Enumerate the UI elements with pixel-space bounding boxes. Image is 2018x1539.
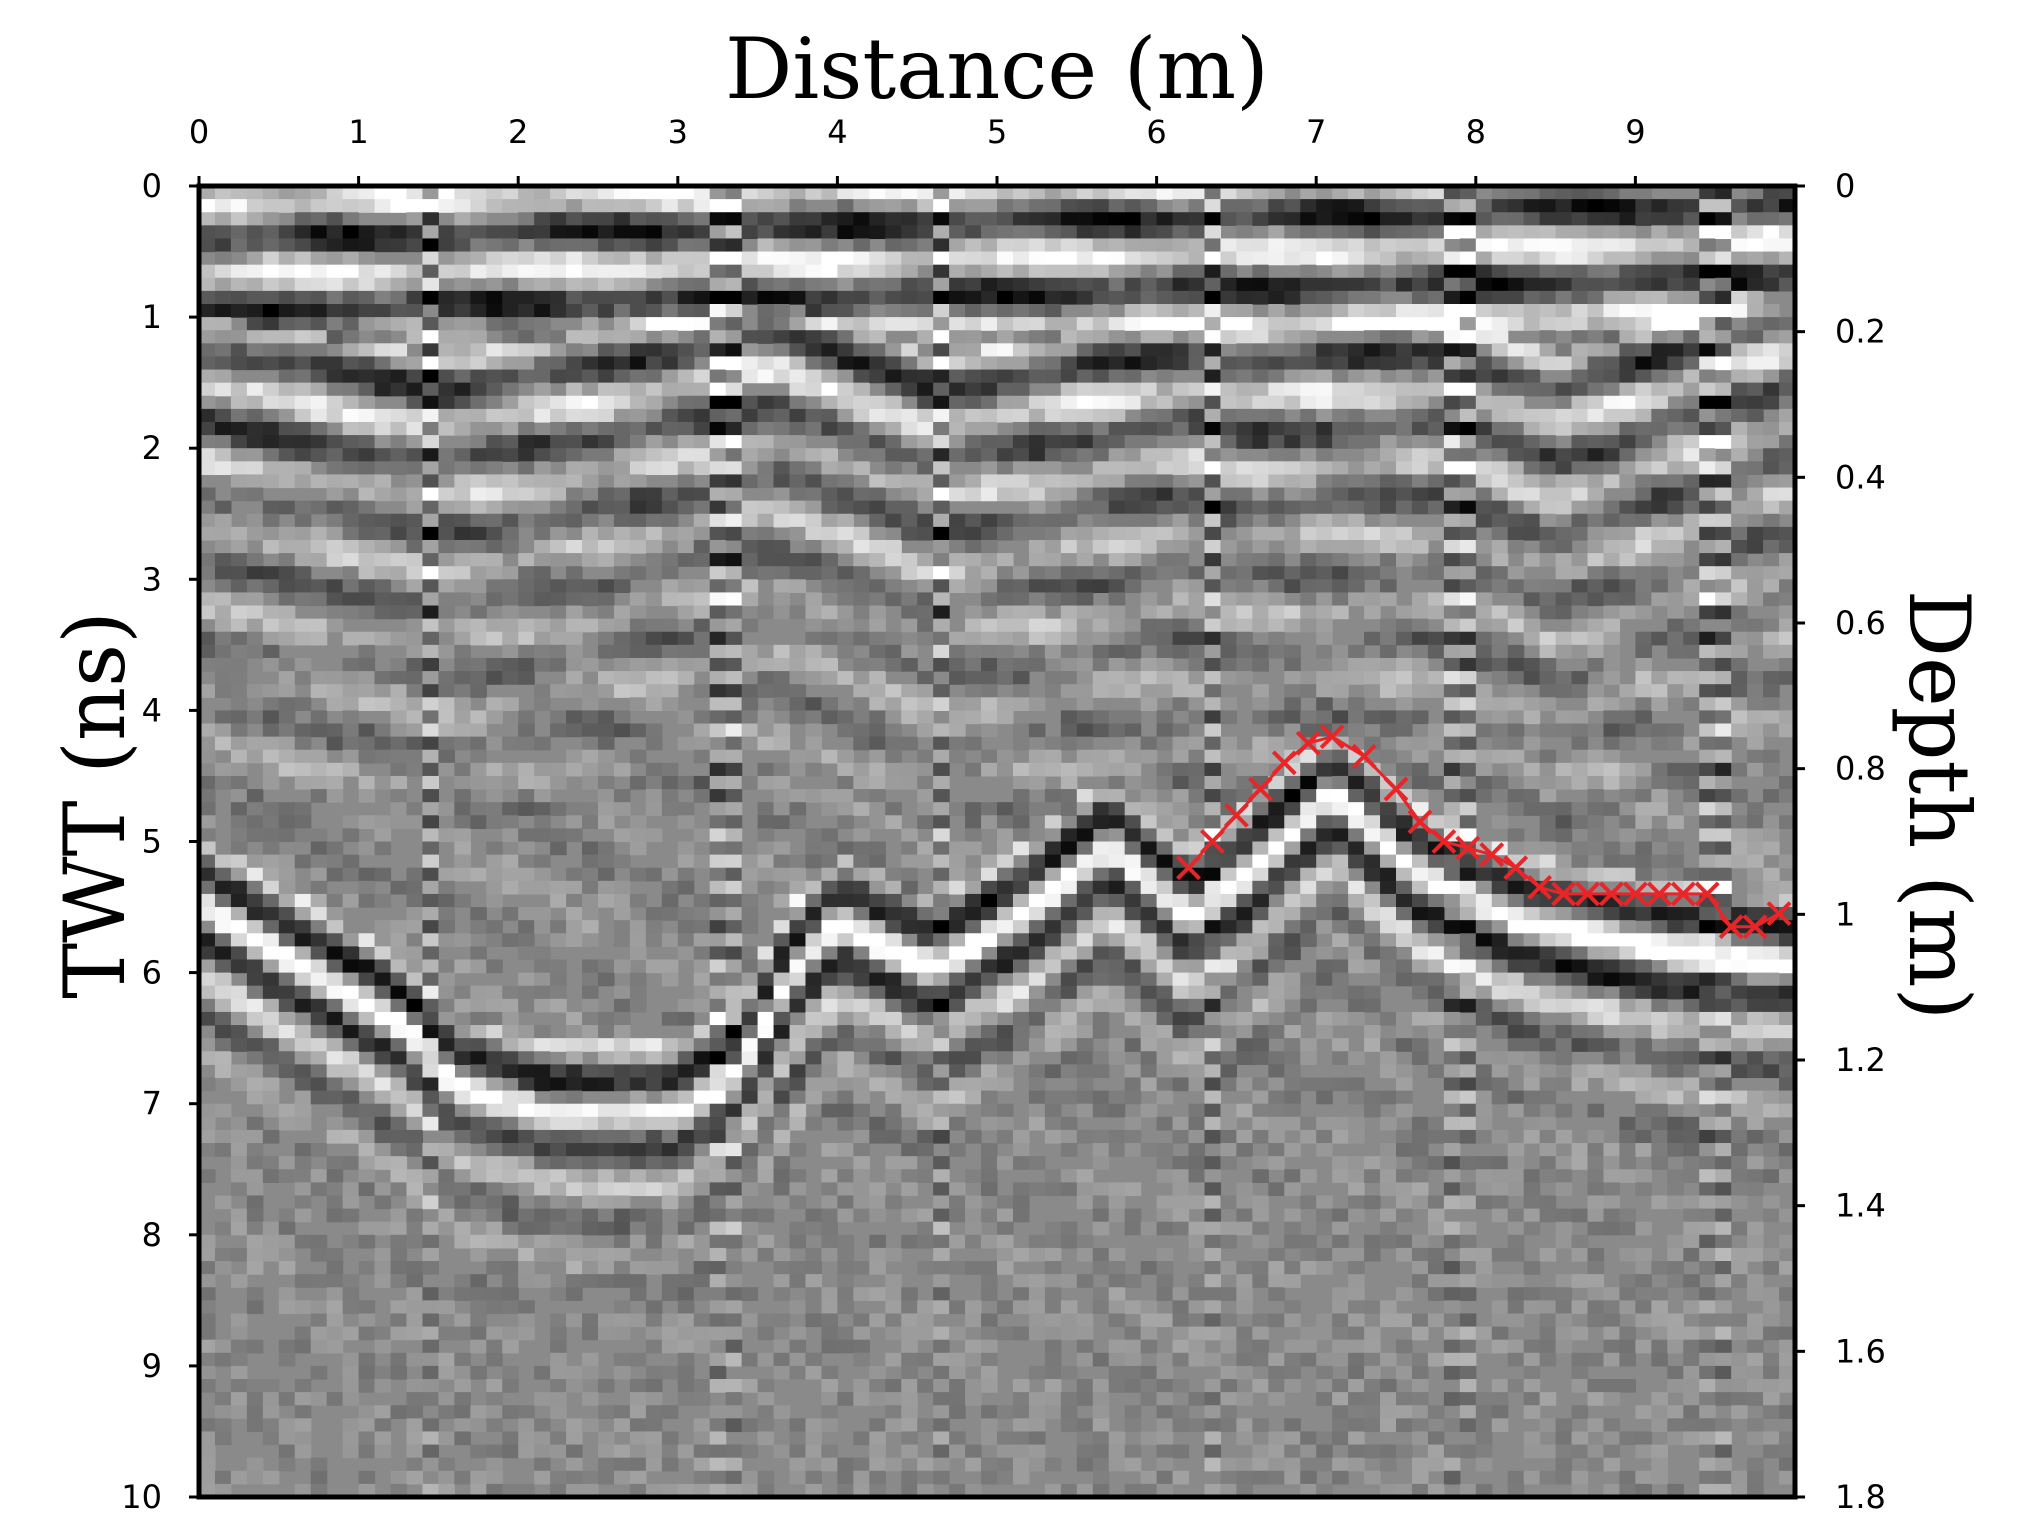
reflector-marker bbox=[1670, 881, 1696, 907]
reflector-marker bbox=[1383, 776, 1409, 802]
reflector-marker bbox=[1646, 881, 1672, 907]
x-tick-label: 1 bbox=[348, 113, 368, 151]
right-tick-label: 1.2 bbox=[1835, 1041, 1886, 1079]
left-tick-label: 2 bbox=[142, 429, 162, 467]
right-tick-label: 0.8 bbox=[1835, 750, 1886, 788]
reflector-marker bbox=[1599, 881, 1624, 907]
x-tick-label: 9 bbox=[1625, 113, 1645, 151]
reflector-marker bbox=[1455, 835, 1481, 861]
right-tick-label: 1.4 bbox=[1835, 1187, 1886, 1225]
left-tick-label: 0 bbox=[142, 167, 162, 205]
picked-reflector-markers bbox=[1176, 724, 1792, 940]
reflector-marker bbox=[1351, 743, 1377, 769]
reflector-marker bbox=[1247, 776, 1273, 802]
reflector-marker bbox=[1622, 881, 1648, 907]
left-axis-title: TWT (ns) bbox=[46, 611, 144, 999]
left-tick-label: 10 bbox=[121, 1478, 162, 1516]
reflector-marker bbox=[1319, 724, 1345, 750]
reflector-marker bbox=[1766, 901, 1792, 927]
left-tick-label: 5 bbox=[142, 823, 162, 861]
reflector-marker bbox=[1694, 881, 1720, 907]
radargram-image bbox=[199, 186, 1795, 1497]
reflector-marker bbox=[1223, 802, 1249, 828]
reflector-marker bbox=[1742, 914, 1768, 940]
left-tick-label: 4 bbox=[142, 691, 162, 729]
x-tick-label: 0 bbox=[189, 113, 209, 151]
reflector-marker bbox=[1479, 842, 1505, 868]
left-tick-label: 9 bbox=[142, 1347, 162, 1385]
right-tick-label: 1.8 bbox=[1835, 1478, 1886, 1516]
x-tick-label: 7 bbox=[1306, 113, 1326, 151]
reflector-marker bbox=[1503, 855, 1529, 881]
reflector-marker bbox=[1551, 881, 1576, 907]
x-tick-label: 5 bbox=[987, 113, 1007, 151]
x-tick-label: 8 bbox=[1466, 113, 1486, 151]
right-tick-label: 0 bbox=[1835, 167, 1855, 205]
left-axis-ticks: 0 1 2 3 4 5 6 7 8 9 10 bbox=[121, 167, 199, 1516]
right-tick-label: 0.2 bbox=[1835, 313, 1886, 351]
left-tick-label: 6 bbox=[142, 954, 162, 992]
right-tick-label: 0.4 bbox=[1835, 458, 1886, 496]
left-tick-label: 7 bbox=[142, 1085, 162, 1123]
right-tick-label: 1.6 bbox=[1835, 1332, 1886, 1370]
right-tick-label: 0.6 bbox=[1835, 604, 1886, 642]
left-tick-label: 8 bbox=[142, 1216, 162, 1254]
x-tick-label: 2 bbox=[508, 113, 528, 151]
x-tick-label: 3 bbox=[668, 113, 688, 151]
reflector-marker bbox=[1575, 881, 1600, 907]
x-axis-ticks: 0 1 2 3 4 5 6 7 8 9 bbox=[189, 113, 1646, 186]
right-axis-title: Depth (m) bbox=[1890, 590, 1988, 1021]
reflector-marker bbox=[1176, 855, 1201, 881]
reflector-marker bbox=[1200, 829, 1225, 854]
left-tick-label: 3 bbox=[142, 560, 162, 598]
right-tick-label: 1 bbox=[1835, 895, 1855, 933]
reflector-marker bbox=[1431, 829, 1457, 854]
right-axis-ticks: 0 0.2 0.4 0.6 0.8 1 1.2 1.4 1.6 1.8 bbox=[1795, 167, 1886, 1516]
reflector-marker bbox=[1527, 874, 1553, 900]
x-axis-title: Distance (m) bbox=[725, 20, 1269, 118]
reflector-marker bbox=[1295, 730, 1321, 756]
left-tick-label: 1 bbox=[142, 298, 162, 336]
reflector-marker bbox=[1407, 809, 1433, 835]
x-tick-label: 4 bbox=[827, 113, 847, 151]
reflector-marker bbox=[1718, 914, 1744, 940]
reflector-marker bbox=[1271, 750, 1297, 776]
x-tick-label: 6 bbox=[1146, 113, 1166, 151]
